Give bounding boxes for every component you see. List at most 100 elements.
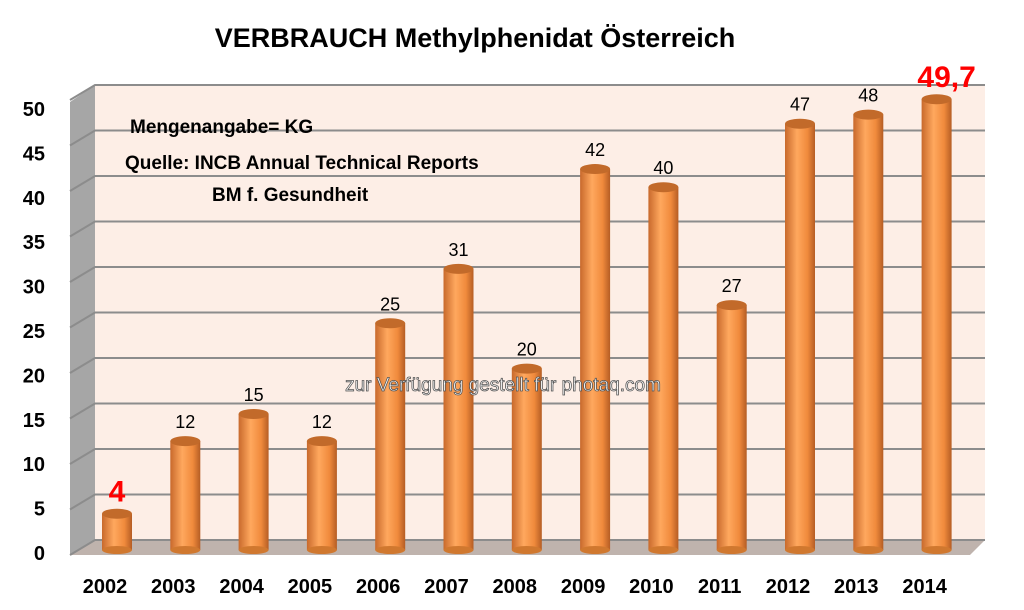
annotation-unit: Mengenangabe= KG <box>130 117 313 138</box>
gridline <box>69 539 985 556</box>
bar-2004: 15 2004 <box>219 385 269 598</box>
bar-body <box>102 513 132 550</box>
bar-top <box>921 94 952 105</box>
data-label: 12 <box>175 412 195 432</box>
x-tick-label: 2009 <box>561 576 606 598</box>
bar-2006: 25 2006 <box>356 294 406 598</box>
data-label: 40 <box>653 158 673 178</box>
data-label: 47 <box>790 95 810 115</box>
x-tick-label: 2014 <box>902 576 947 598</box>
bar-body <box>511 368 542 550</box>
bar-top <box>306 436 337 447</box>
y-tick-label: 15 <box>23 410 45 432</box>
y-tick-label: 35 <box>23 232 45 254</box>
bar-body <box>648 187 679 550</box>
bar-2007: 31 2007 <box>424 240 474 598</box>
bar-2013: 48 2013 <box>834 86 884 598</box>
bar-2011: 27 2011 <box>698 276 747 598</box>
x-tick-label: 2006 <box>356 576 401 598</box>
data-label: 25 <box>380 294 400 314</box>
gridline <box>69 311 985 329</box>
gridline <box>69 357 985 374</box>
x-tick-label: 2007 <box>424 576 469 598</box>
bar-top <box>648 182 679 193</box>
bar-base <box>238 546 269 554</box>
bar-top <box>102 508 132 519</box>
data-label: 4 <box>109 476 126 509</box>
y-tick-label: 10 <box>23 454 45 476</box>
bar-base <box>580 546 611 554</box>
x-tick-label: 2005 <box>288 576 333 598</box>
bar-base <box>443 546 474 554</box>
gridline <box>69 402 985 420</box>
gridline <box>69 84 985 101</box>
data-label: 15 <box>244 385 264 405</box>
bar-2005: 12 2005 <box>288 412 337 598</box>
bar-base <box>716 546 747 554</box>
bar-2012: 47 2012 <box>766 95 815 598</box>
bar-body <box>853 114 884 550</box>
x-tick-label: 2004 <box>219 576 264 598</box>
bar-body <box>716 305 747 550</box>
bar-base <box>102 546 132 554</box>
bar-top <box>716 300 747 311</box>
bar-top <box>785 118 815 129</box>
bar-base <box>306 546 337 554</box>
bar-base <box>921 546 952 554</box>
bar-body <box>580 169 611 550</box>
data-label: 31 <box>448 240 468 260</box>
bar-body <box>238 413 269 550</box>
bar-top <box>580 164 611 175</box>
annotation-source: Quelle: INCB Annual Technical Reports <box>125 153 479 174</box>
bar-top <box>853 109 884 120</box>
data-label: 48 <box>858 86 878 106</box>
y-tick-label: 20 <box>23 365 45 387</box>
gridline <box>69 266 985 283</box>
data-label: 49,7 <box>917 61 975 94</box>
gridline <box>69 220 985 238</box>
y-tick-label: 50 <box>23 99 45 121</box>
bar-base <box>648 546 679 554</box>
bar-base <box>375 546 406 554</box>
bar-body <box>170 441 201 550</box>
bar-top <box>443 263 474 274</box>
bar-base <box>785 546 815 554</box>
bar-base <box>511 546 542 554</box>
chart-title: VERBRAUCH Methylphenidat Österreich <box>215 23 736 53</box>
bar-top <box>375 318 406 329</box>
bar-body <box>785 123 815 551</box>
bar-body <box>375 323 406 550</box>
gridline <box>69 448 985 465</box>
bar-top <box>238 408 269 419</box>
data-label: 27 <box>722 276 742 296</box>
x-tick-label: 2003 <box>151 576 196 598</box>
x-tick-label: 2013 <box>834 576 879 598</box>
bar-2010: 40 2010 <box>629 158 679 598</box>
bar-2003: 12 2003 <box>151 412 201 598</box>
bar-body <box>443 268 474 550</box>
x-tick-label: 2008 <box>493 576 538 598</box>
bar-top <box>170 436 201 447</box>
bar-2014: 49,7 2014 <box>902 61 975 598</box>
watermark: zur Verfügung gestellt für photaq.com <box>345 375 661 396</box>
y-tick-label: 40 <box>23 188 45 210</box>
x-tick-label: 2012 <box>766 576 811 598</box>
x-tick-label: 2011 <box>698 576 741 598</box>
bar-base <box>853 546 884 554</box>
bar-body <box>921 99 952 550</box>
y-tick-label: 0 <box>34 543 45 565</box>
gridline <box>69 129 985 147</box>
gridline <box>69 175 985 192</box>
x-tick-label: 2010 <box>629 576 674 598</box>
gridline <box>69 493 985 511</box>
y-tick-label: 25 <box>23 321 45 343</box>
y-tick-label: 45 <box>23 143 45 165</box>
data-label: 12 <box>312 412 332 432</box>
x-tick-label: 2002 <box>83 576 128 598</box>
bar-2008: 20 2008 <box>493 340 542 598</box>
y-tick-label: 5 <box>34 499 45 521</box>
annotation-source-2: BM f. Gesundheit <box>212 185 369 206</box>
bar-2009: 42 2009 <box>561 140 611 598</box>
bar-body <box>306 441 337 550</box>
